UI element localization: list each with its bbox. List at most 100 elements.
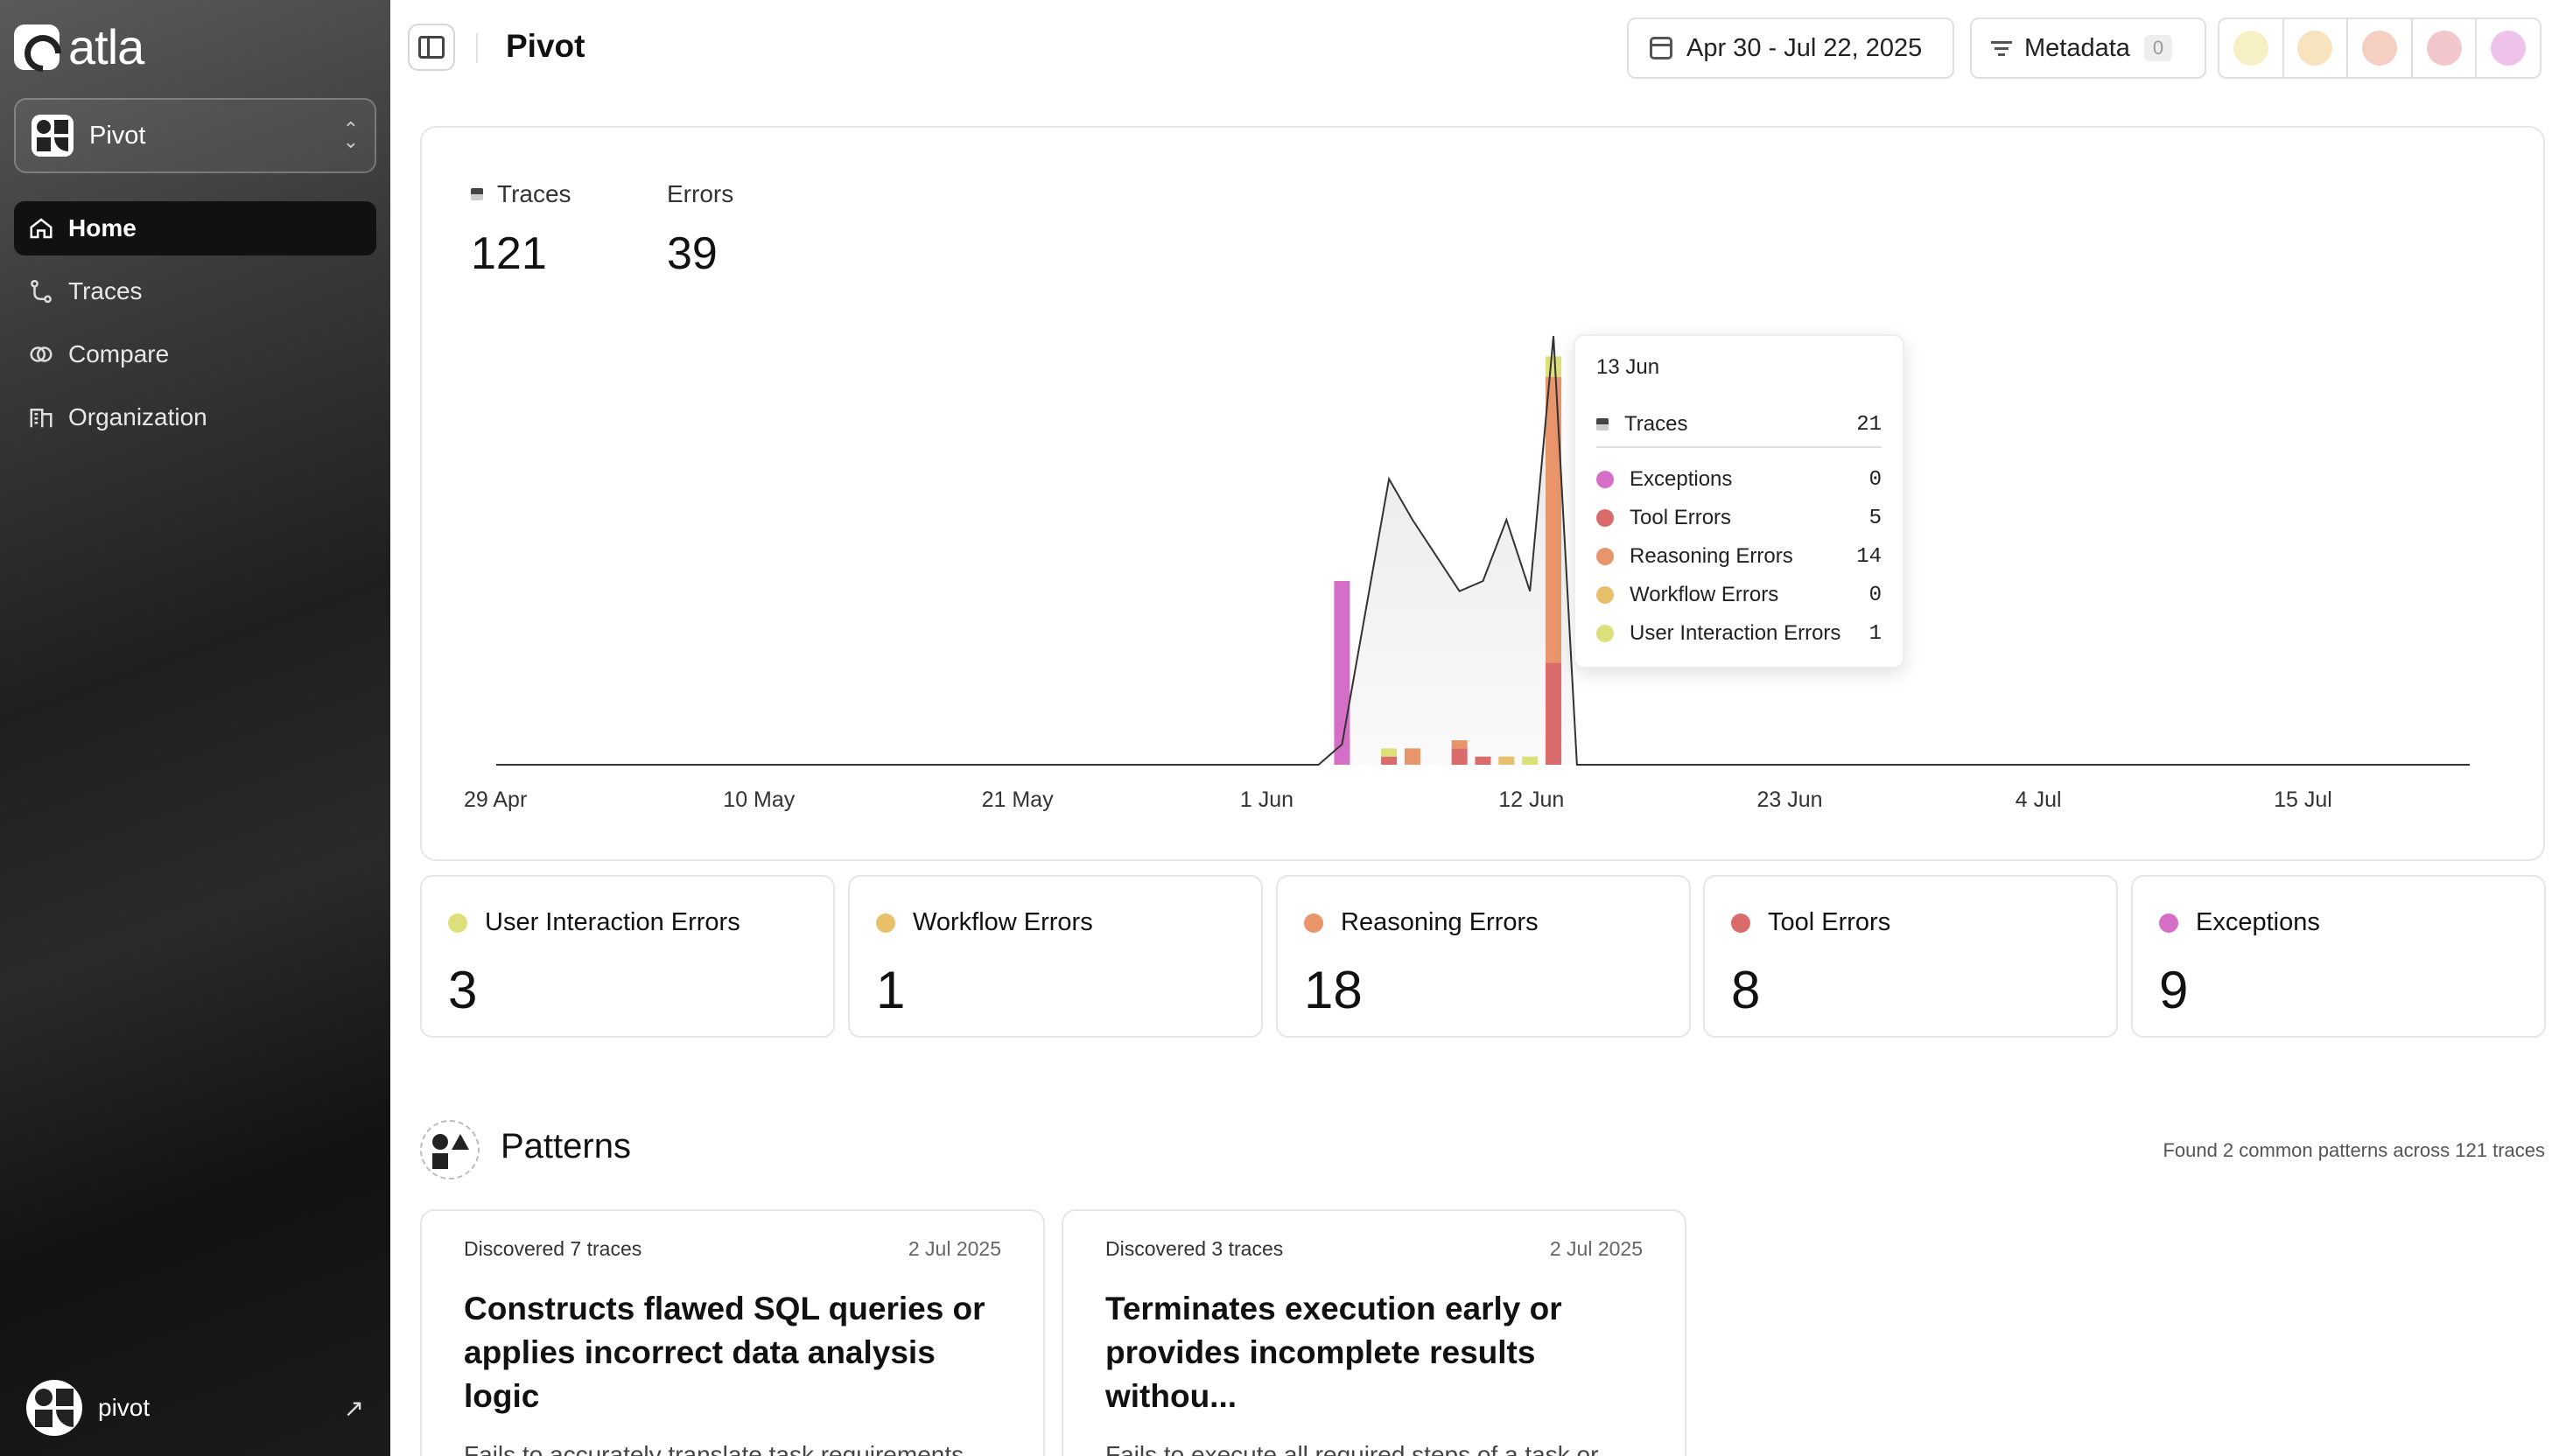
color-swatch [2491,31,2527,66]
user-interaction-errors-card[interactable]: User Interaction Errors 3 [420,875,835,1038]
errors-label: Errors [667,180,734,207]
tooltip-row-label: Exceptions [1630,467,1733,491]
chevron-up-down-icon: ⌃ ⌄ [342,118,359,152]
legend-dot [876,913,895,933]
x-axis-tick-label: 10 May [723,788,795,812]
traces-line [496,335,2470,766]
pattern-card[interactable]: Discovered 7 traces 2 Jul 2025 Constructs… [420,1209,1045,1456]
atla-logo[interactable]: atla [14,23,144,72]
external-link-icon[interactable]: ↗ [343,1394,364,1422]
reasoning-errors-card[interactable]: Reasoning Errors 18 [1276,875,1691,1038]
toggle-reasoning-errors[interactable] [2348,19,2413,77]
tooltip-row-value: 5 [1868,506,1882,530]
date-range-label: Apr 30 - Jul 22, 2025 [1686,33,1923,62]
chart-bar-segment [1381,748,1398,757]
patterns-summary: Found 2 common patterns across 121 trace… [2163,1139,2545,1161]
page-title: Pivot [506,28,585,64]
sidebar-item-traces[interactable]: Traces [14,264,376,318]
pattern-date: 2 Jul 2025 [1549,1237,1643,1260]
errors-stat: Errors 39 [667,180,733,280]
error-card-value: 9 [2159,961,2189,1019]
sidebar-toggle-button[interactable] [408,24,455,71]
legend-dot [1596,586,1614,604]
workspace-name: Pivot [89,121,146,150]
toggle-workflow-errors[interactable] [2284,19,2349,77]
error-card-label: Workflow Errors [913,908,1093,936]
color-swatch [2361,31,2397,66]
traces-errors-chart[interactable]: 29 Apr 10 May 21 May 1 Jun 12 Jun 23 Jun 4 Jul… [422,128,2547,863]
sidebar-nav: Home Traces Compare Organization [14,201,376,453]
errors-count: 39 [667,228,718,279]
pattern-description: Fails to accurately translate task requi… [464,1441,964,1456]
chart-bar-segment [1334,581,1350,765]
error-card-value: 3 [448,961,478,1019]
tooltip-row-label: User Interaction Errors [1630,621,1841,645]
sidebar-item-label: Home [68,214,137,242]
chart-bar-segment [1546,662,1562,765]
toggle-exceptions[interactable] [2477,19,2540,77]
x-axis-tick-label: 4 Jul [2016,788,2062,812]
x-axis-tick-label: 23 Jun [1756,788,1822,812]
exceptions-card[interactable]: Exceptions 9 [2131,875,2546,1038]
x-axis-tick-label: 29 Apr [464,788,527,812]
tooltip-row-value: 14 [1856,544,1882,569]
tooltip-row-value: 1 [1868,621,1882,646]
legend-dot [1596,548,1614,565]
workspace-switcher[interactable]: Pivot ⌃ ⌄ [14,98,376,173]
traces-icon [31,279,52,304]
error-card-label: Exceptions [2196,908,2320,936]
avatar [26,1380,82,1436]
brand-name: atla [68,19,144,74]
metadata-filter-button[interactable]: Metadata 0 [1970,18,2206,79]
patterns-title: Patterns [501,1127,631,1166]
user-name: pivot [98,1394,151,1421]
sidebar-item-compare[interactable]: Compare [14,327,376,382]
traces-area [496,336,2470,765]
legend-dot [448,913,467,933]
chart-bar-segment [1498,756,1515,765]
chart-bar-segment [1475,756,1491,765]
tooltip-row: Workflow Errors 0 [1596,576,1882,614]
user-menu[interactable]: pivot ↗ [26,1377,364,1438]
error-card-label: User Interaction Errors [485,908,740,936]
color-swatch [2297,31,2333,66]
error-card-label: Reasoning Errors [1341,908,1539,936]
x-axis-tick-label: 1 Jun [1240,788,1294,812]
error-card-label: Tool Errors [1768,908,1891,936]
date-range-picker[interactable]: Apr 30 - Jul 22, 2025 [1627,18,1954,79]
error-card-value: 8 [1731,961,1761,1019]
toggle-tool-errors[interactable] [2413,19,2478,77]
tooltip-row-value: 0 [1868,467,1882,492]
atla-logo-icon [14,24,60,70]
legend-dot [1596,471,1614,488]
compare-icon [30,346,53,362]
tool-errors-card[interactable]: Tool Errors 8 [1703,875,2118,1038]
sidebar-item-home[interactable]: Home [14,201,376,256]
chart-bar-segment [1546,376,1562,663]
chart-bar-segment [1381,756,1398,765]
home-icon [30,218,53,239]
organization-icon [30,409,53,428]
toggle-user-interaction-errors[interactable] [2219,19,2284,77]
header-divider [476,33,478,63]
pattern-heading: Constructs flawed SQL queries or applies… [464,1291,985,1414]
traces-count: 121 [471,228,547,279]
tooltip-traces-row: Traces 21 [1596,402,1882,448]
color-swatch [2233,31,2268,66]
pattern-card[interactable]: Discovered 3 traces 2 Jul 2025 Terminates… [1062,1209,1686,1456]
traces-legend-icon [1596,418,1609,430]
chart-bar-segment [1451,740,1468,749]
workflow-errors-card[interactable]: Workflow Errors 1 [848,875,1263,1038]
pattern-trace-count: Discovered 7 traces [464,1237,642,1260]
pattern-heading: Terminates execution early or provides i… [1105,1291,1562,1414]
legend-dot [1596,509,1614,527]
error-card-value: 18 [1304,961,1363,1019]
sidebar-item-label: Organization [68,403,207,430]
sidebar-item-organization[interactable]: Organization [14,390,376,444]
tooltip-row-label: Tool Errors [1630,506,1732,529]
workspace-icon [32,115,74,157]
sidebar-toggle-icon [418,36,445,59]
sidebar: atla Pivot ⌃ ⌄ Home Traces Compare Organi… [0,0,390,1456]
pattern-trace-count: Discovered 3 traces [1105,1237,1284,1260]
x-axis-tick-label: 21 May [982,788,1054,812]
